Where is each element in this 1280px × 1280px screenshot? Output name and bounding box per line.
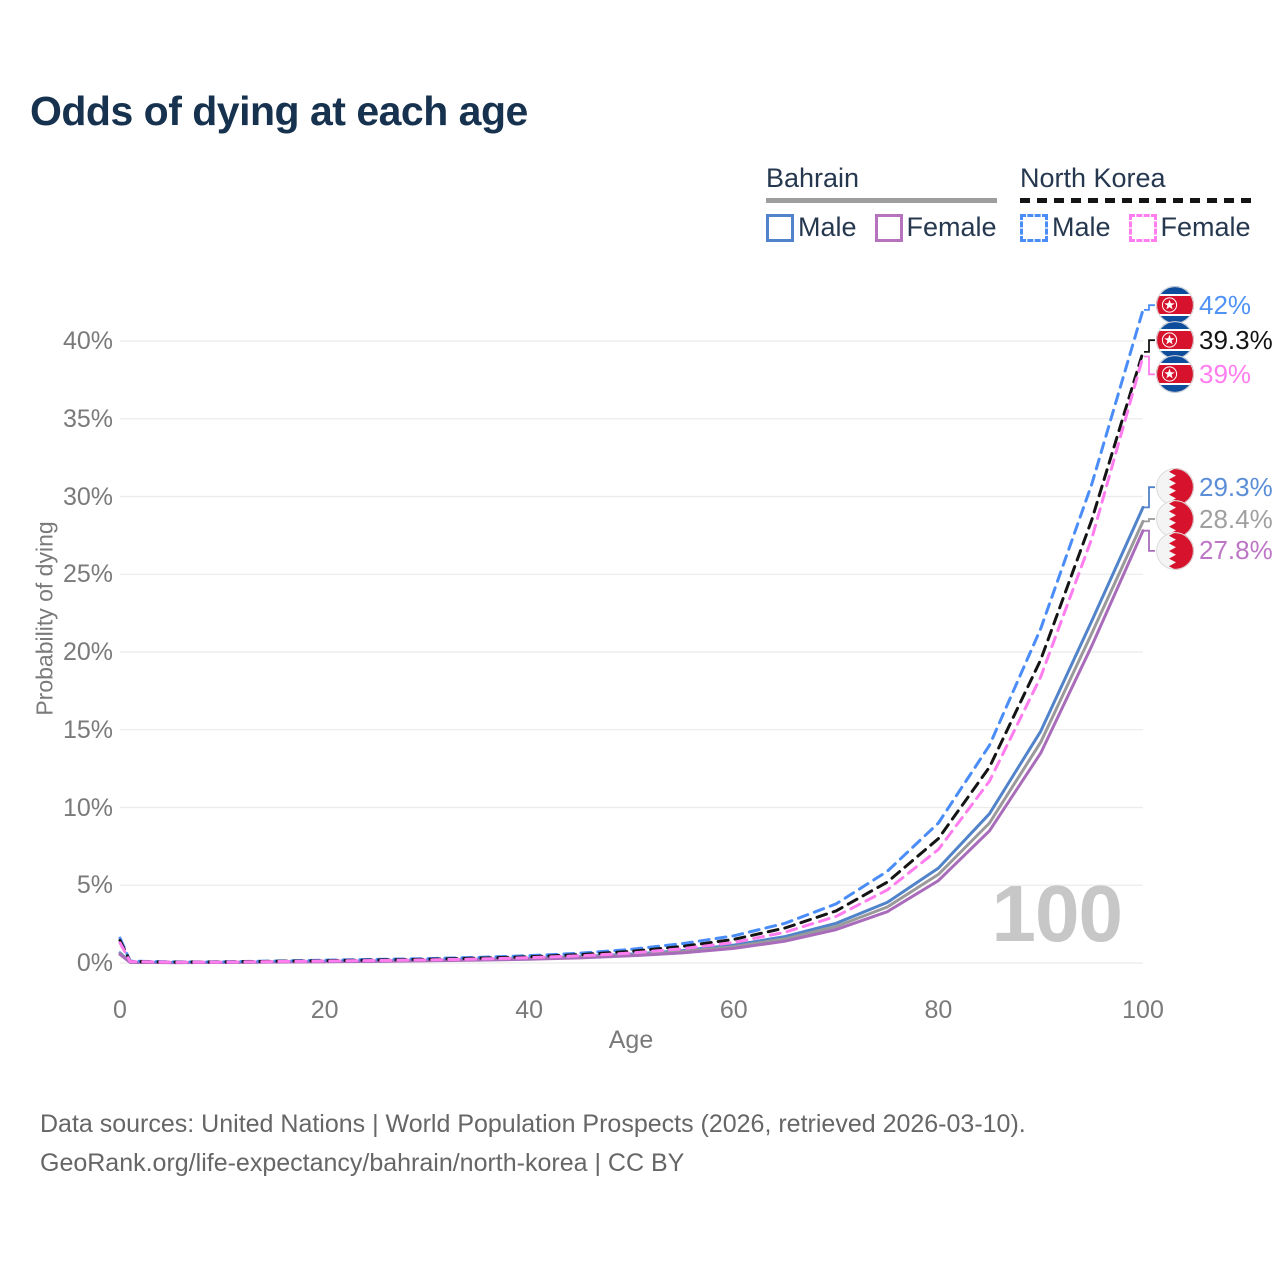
end-label-value: 29.3% [1199, 471, 1273, 502]
y-tick-label: 15% [62, 715, 113, 744]
legend-country-title: Bahrain [766, 163, 860, 193]
end-label-connector-north-korea-both-sexes [1144, 339, 1155, 353]
end-label-bahrain-both-sexes: 28.4% [1156, 500, 1273, 539]
legend-group-north-korea: North Korea Male Female [1020, 163, 1251, 243]
x-tick-label: 80 [924, 996, 953, 1024]
end-label-connector-bahrain-female [1144, 529, 1155, 552]
age-watermark: 100 [991, 869, 1123, 958]
legend-item-label: Female [1160, 212, 1251, 242]
end-label-value: 28.4% [1199, 503, 1273, 534]
series-line-north-korea-male[interactable] [118, 308, 1145, 964]
legend-group-bahrain: Bahrain Male Female [766, 163, 997, 243]
end-label-north-korea-male: 42% [1156, 286, 1252, 325]
north-korea-flag-icon [1156, 286, 1194, 325]
y-tick-label: 20% [62, 638, 113, 666]
x-tick-label: 0 [113, 996, 127, 1024]
x-tick-label: 20 [310, 996, 339, 1024]
y-tick-label: 5% [76, 871, 113, 900]
legend-line-sample-dashed [1020, 198, 1251, 203]
bahrain-flag-icon [1156, 500, 1194, 539]
end-label-connector-bahrain-male [1144, 486, 1155, 509]
bahrain-flag-icon [1156, 531, 1194, 570]
legend-swatch-north-korea-male [1020, 213, 1048, 242]
legend-swatch-north-korea-female [1128, 213, 1157, 242]
end-label-north-korea-both-sexes: 39.3% [1156, 321, 1273, 360]
end-label-value: 39.3% [1199, 324, 1273, 355]
legend-item-north-korea-female[interactable]: Female [1128, 212, 1251, 243]
legend-item-label: Female [906, 212, 997, 242]
legend-items-north-korea: Male Female [1020, 212, 1251, 243]
y-tick-label: 40% [62, 327, 113, 355]
north-korea-flag-icon [1156, 321, 1194, 360]
legend-swatch-bahrain-female [874, 213, 903, 242]
legend-country-title: North Korea [1020, 163, 1166, 193]
y-tick-label: 25% [62, 560, 113, 589]
end-label-bahrain-female: 27.8% [1156, 531, 1273, 570]
series-line-bahrain-both-sexes[interactable] [118, 519, 1145, 965]
end-label-value: 39% [1199, 358, 1252, 389]
x-tick-label: 60 [719, 996, 748, 1024]
legend-item-bahrain-male[interactable]: Male [766, 212, 857, 243]
north-korea-flag-icon [1156, 355, 1194, 394]
y-tick-label: 10% [62, 793, 113, 822]
x-tick-label: 100 [1122, 996, 1164, 1024]
y-tick-label: 0% [76, 949, 113, 977]
x-tick-label: 40 [515, 996, 544, 1024]
x-axis-title: Age [608, 1026, 654, 1054]
end-label-connector-bahrain-both-sexes [1144, 518, 1155, 523]
end-label-value: 42% [1199, 289, 1252, 320]
legend-item-label: Male [1052, 212, 1111, 242]
series-line-north-korea-both-sexes[interactable] [118, 350, 1145, 964]
end-label-value: 27.8% [1199, 535, 1273, 566]
legend-item-north-korea-male[interactable]: Male [1020, 212, 1111, 243]
y-tick-label: 35% [62, 404, 113, 433]
y-tick-label: 30% [62, 482, 113, 511]
legend-swatch-bahrain-male [766, 213, 794, 242]
footer-line-1: Data sources: United Nations | World Pop… [40, 1110, 1026, 1138]
end-label-north-korea-female: 39% [1156, 355, 1252, 394]
legend-items-bahrain: Male Female [766, 212, 997, 243]
legend-item-bahrain-female[interactable]: Female [874, 212, 997, 243]
end-label-connector-north-korea-male [1144, 304, 1155, 311]
end-label-connector-north-korea-female [1144, 355, 1155, 376]
series-line-north-korea-female[interactable] [118, 355, 1145, 964]
footer-line-2: GeoRank.org/life-expectancy/bahrain/nort… [40, 1149, 685, 1177]
end-label-bahrain-male: 29.3% [1156, 468, 1273, 507]
series-line-bahrain-male[interactable] [118, 505, 1145, 964]
legend-line-sample-solid [766, 198, 997, 203]
bahrain-flag-icon [1156, 468, 1194, 507]
legend-item-label: Male [798, 212, 857, 242]
y-axis-title: Probability of dying [31, 521, 58, 716]
page-title: Odds of dying at each age [30, 88, 528, 134]
